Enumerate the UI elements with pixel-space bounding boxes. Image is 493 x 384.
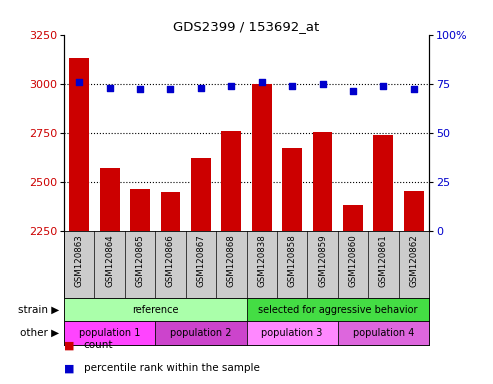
Point xyxy=(288,83,296,89)
Bar xyxy=(373,134,393,231)
Text: population 1: population 1 xyxy=(79,328,141,338)
Text: GSM120838: GSM120838 xyxy=(257,234,266,287)
Bar xyxy=(191,158,211,231)
Point xyxy=(227,83,235,89)
Text: ■: ■ xyxy=(64,363,74,373)
Bar xyxy=(155,321,246,345)
Text: GSM120868: GSM120868 xyxy=(227,234,236,287)
Point xyxy=(380,83,387,89)
Bar xyxy=(64,321,155,345)
Bar xyxy=(246,298,429,321)
Text: GSM120864: GSM120864 xyxy=(105,234,114,287)
Point xyxy=(75,79,83,85)
Text: GSM120863: GSM120863 xyxy=(75,234,84,287)
Point xyxy=(106,84,113,91)
Bar xyxy=(246,321,338,345)
Text: count: count xyxy=(84,340,113,350)
Bar xyxy=(338,321,429,345)
Text: GSM120858: GSM120858 xyxy=(287,234,297,287)
Point xyxy=(258,79,266,85)
Text: GSM120860: GSM120860 xyxy=(349,234,357,287)
Text: GSM120861: GSM120861 xyxy=(379,234,388,287)
Bar xyxy=(221,131,241,231)
Text: reference: reference xyxy=(132,305,178,314)
Bar xyxy=(313,132,332,231)
Point xyxy=(318,81,326,87)
Text: ■: ■ xyxy=(64,340,74,350)
Text: population 3: population 3 xyxy=(261,328,323,338)
Bar xyxy=(130,189,150,231)
Text: strain ▶: strain ▶ xyxy=(18,305,59,314)
Text: GSM120866: GSM120866 xyxy=(166,234,175,287)
Bar xyxy=(100,168,120,231)
Text: GSM120867: GSM120867 xyxy=(196,234,206,287)
Bar xyxy=(282,148,302,231)
Text: selected for aggressive behavior: selected for aggressive behavior xyxy=(258,305,418,314)
Point xyxy=(167,86,175,93)
Bar xyxy=(64,298,246,321)
Bar xyxy=(252,84,272,231)
Bar xyxy=(161,192,180,231)
Point xyxy=(410,86,418,93)
Text: population 2: population 2 xyxy=(170,328,232,338)
Bar xyxy=(404,192,423,231)
Text: GSM120859: GSM120859 xyxy=(318,234,327,286)
Point xyxy=(197,84,205,91)
Point xyxy=(349,88,357,94)
Bar xyxy=(343,205,363,231)
Text: GSM120862: GSM120862 xyxy=(409,234,418,287)
Text: population 4: population 4 xyxy=(352,328,414,338)
Text: other ▶: other ▶ xyxy=(20,328,59,338)
Title: GDS2399 / 153692_at: GDS2399 / 153692_at xyxy=(174,20,319,33)
Text: percentile rank within the sample: percentile rank within the sample xyxy=(84,363,260,373)
Text: GSM120865: GSM120865 xyxy=(136,234,144,287)
Bar xyxy=(70,58,89,231)
Point xyxy=(136,86,144,93)
